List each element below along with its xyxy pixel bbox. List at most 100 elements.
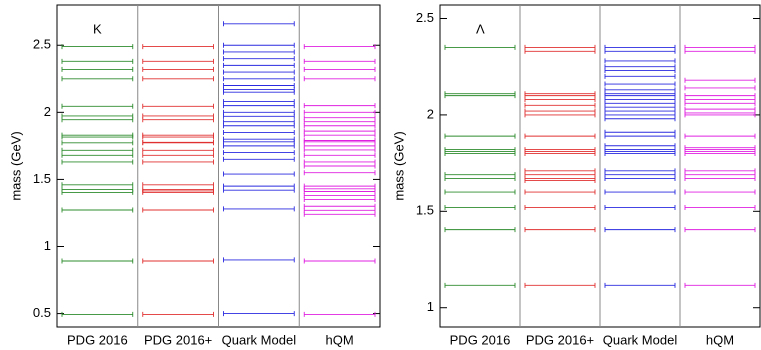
level <box>604 133 676 139</box>
level <box>604 168 676 174</box>
level <box>303 152 376 158</box>
level <box>142 147 214 153</box>
level <box>604 96 676 102</box>
level <box>223 136 295 142</box>
level <box>303 311 376 317</box>
y-axis-label: mass (GeV) <box>391 131 406 200</box>
level <box>604 112 676 118</box>
level <box>223 83 295 88</box>
level <box>223 49 295 55</box>
column-label: PDG 2016+ <box>526 332 594 347</box>
level <box>303 76 376 82</box>
level <box>604 104 676 110</box>
level <box>524 282 596 288</box>
level <box>684 100 756 106</box>
level <box>684 204 756 210</box>
level <box>223 113 295 119</box>
level <box>142 132 214 138</box>
level <box>684 96 756 102</box>
level <box>142 58 214 64</box>
level <box>524 108 596 114</box>
level <box>303 58 376 64</box>
level <box>61 147 134 153</box>
level <box>61 140 134 146</box>
level <box>223 183 295 189</box>
level <box>223 62 295 68</box>
level <box>604 116 676 122</box>
level <box>444 282 516 288</box>
level <box>303 170 376 176</box>
level <box>303 211 376 217</box>
level <box>604 48 676 54</box>
level <box>684 172 756 178</box>
level <box>303 143 376 149</box>
level <box>604 58 676 64</box>
level <box>604 143 676 149</box>
level <box>303 197 376 203</box>
y-tick-label: 2 <box>44 104 51 119</box>
level <box>303 138 376 144</box>
y-axis-label: mass (GeV) <box>8 131 23 200</box>
level <box>223 129 295 135</box>
level <box>524 168 596 174</box>
y-tick-label: 2.5 <box>33 37 51 52</box>
level <box>444 227 516 233</box>
level <box>142 186 214 192</box>
level <box>303 147 376 153</box>
level <box>444 204 516 210</box>
level <box>223 187 295 193</box>
level <box>223 109 295 115</box>
level <box>223 311 295 317</box>
annotation: Λ <box>476 21 485 36</box>
level <box>142 207 214 213</box>
level <box>142 159 214 165</box>
level <box>604 87 676 93</box>
level <box>61 182 134 188</box>
level <box>303 132 376 138</box>
y-tick-label: 2.5 <box>416 10 434 25</box>
column-label: PDG 2016 <box>67 332 128 347</box>
y-tick-label: 2 <box>427 106 434 121</box>
column-label: hQM <box>706 332 734 347</box>
level <box>684 44 756 50</box>
level <box>604 108 676 114</box>
level <box>303 66 376 72</box>
level <box>524 147 596 153</box>
level <box>61 132 134 138</box>
level <box>303 188 376 194</box>
level <box>444 172 516 178</box>
level <box>684 106 756 112</box>
y-tick-label: 1.5 <box>416 203 434 218</box>
level <box>684 189 756 195</box>
level <box>61 113 134 119</box>
y-tick-label: 0.5 <box>33 305 51 320</box>
level <box>604 100 676 106</box>
level <box>604 129 676 135</box>
y-tick-label: 1 <box>44 238 51 253</box>
level <box>223 150 295 156</box>
level <box>604 176 676 182</box>
level <box>303 207 376 213</box>
level <box>444 176 516 182</box>
level <box>604 204 676 210</box>
level <box>142 113 214 119</box>
level <box>684 282 756 288</box>
level <box>61 159 134 165</box>
level <box>223 156 295 162</box>
level <box>303 159 376 165</box>
level <box>303 193 376 199</box>
level <box>684 145 756 151</box>
level <box>524 48 596 54</box>
level <box>61 186 134 192</box>
level <box>142 182 214 188</box>
column-label: Quark Model <box>222 332 297 347</box>
level <box>303 109 376 115</box>
level <box>303 103 376 109</box>
level <box>684 227 756 233</box>
level <box>303 258 376 264</box>
level <box>604 189 676 195</box>
level <box>61 207 134 213</box>
level <box>444 91 516 97</box>
level <box>524 44 596 50</box>
level <box>684 168 756 174</box>
